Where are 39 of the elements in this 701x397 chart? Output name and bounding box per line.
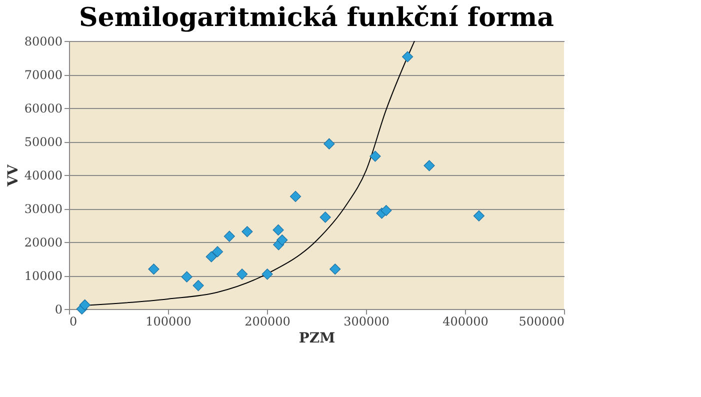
chart-title: Semilogaritmická funkční forma (79, 3, 554, 33)
point (324, 138, 335, 150)
point (320, 212, 331, 223)
point (242, 226, 253, 238)
point (148, 264, 160, 275)
y-tick-label: 0 (54, 302, 62, 316)
x-tick-label: 500000 (518, 314, 564, 328)
point (236, 268, 248, 280)
point (181, 271, 192, 282)
point (402, 51, 414, 62)
point (290, 190, 302, 202)
point (276, 234, 288, 246)
y-tick-label: 60000 (24, 102, 62, 116)
y-tick-label: 30000 (24, 202, 62, 216)
y-tick-label: 80000 (24, 34, 62, 48)
y-tick-label: 20000 (24, 236, 62, 250)
x-tick-label: 400000 (442, 314, 488, 328)
point (370, 150, 381, 162)
y-axis-title: VV (5, 164, 22, 188)
point (473, 210, 485, 222)
x-tick-label: 300000 (344, 314, 390, 328)
point (380, 204, 392, 216)
y-tick-label: 70000 (24, 68, 62, 82)
x-tick-label: 200000 (244, 314, 290, 328)
point (272, 224, 284, 236)
x-tick-label: 0 (70, 314, 78, 328)
point (212, 246, 224, 258)
point (262, 268, 273, 280)
point (424, 160, 435, 172)
x-tick-label: 100000 (146, 314, 192, 328)
point (224, 230, 235, 242)
y-tick-label: 50000 (24, 135, 62, 149)
y-tick-label: 10000 (24, 269, 62, 283)
y-tick-label: 40000 (24, 168, 62, 182)
point (79, 299, 90, 311)
point (206, 251, 217, 262)
point (330, 264, 341, 275)
point (192, 280, 204, 292)
x-axis-title: PZM (298, 330, 336, 346)
